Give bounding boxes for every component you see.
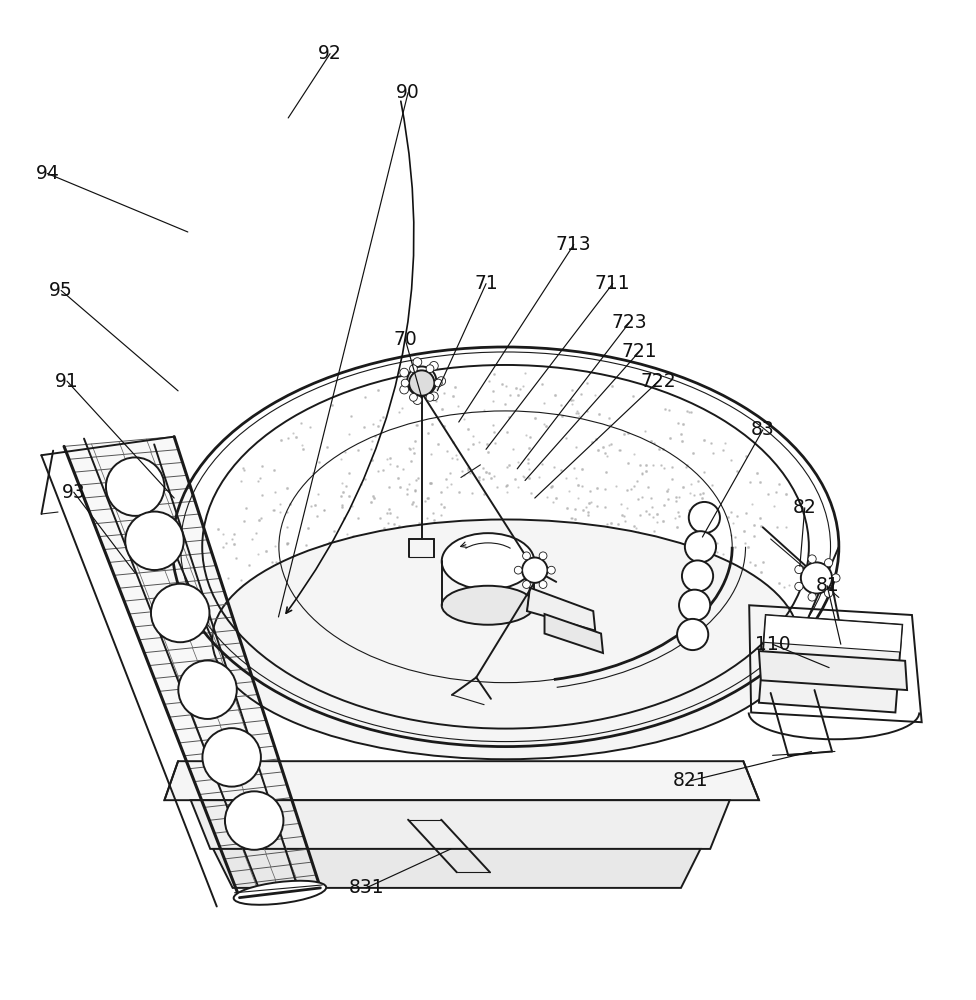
Circle shape <box>434 379 442 387</box>
Circle shape <box>689 502 720 533</box>
Circle shape <box>125 512 183 570</box>
Circle shape <box>522 581 530 588</box>
Text: 70: 70 <box>393 330 417 349</box>
Polygon shape <box>190 800 730 849</box>
Circle shape <box>522 558 548 583</box>
Circle shape <box>794 565 803 574</box>
Circle shape <box>413 396 422 404</box>
Text: 721: 721 <box>622 342 657 361</box>
Circle shape <box>808 593 816 601</box>
Text: 91: 91 <box>55 372 79 391</box>
Circle shape <box>539 581 547 588</box>
Circle shape <box>409 370 434 396</box>
Circle shape <box>832 574 840 582</box>
Text: 831: 831 <box>348 878 384 897</box>
Circle shape <box>413 358 422 366</box>
Text: 92: 92 <box>318 44 342 63</box>
Circle shape <box>685 531 716 562</box>
Circle shape <box>539 552 547 560</box>
Polygon shape <box>527 588 595 631</box>
Circle shape <box>106 457 164 516</box>
Text: 821: 821 <box>672 771 709 790</box>
Circle shape <box>514 566 522 574</box>
Polygon shape <box>213 849 701 888</box>
Circle shape <box>794 582 803 591</box>
Text: 71: 71 <box>474 274 498 293</box>
Circle shape <box>801 562 832 594</box>
Circle shape <box>407 366 436 396</box>
Circle shape <box>677 619 709 650</box>
Polygon shape <box>759 651 907 690</box>
Polygon shape <box>764 615 902 652</box>
Circle shape <box>679 590 711 621</box>
Circle shape <box>400 368 409 377</box>
Ellipse shape <box>212 519 799 759</box>
Circle shape <box>825 589 833 597</box>
Circle shape <box>548 566 555 574</box>
Ellipse shape <box>442 533 534 590</box>
Circle shape <box>202 728 261 787</box>
Circle shape <box>179 660 237 719</box>
Circle shape <box>682 560 713 592</box>
Polygon shape <box>759 615 902 712</box>
Circle shape <box>410 393 418 401</box>
Text: 82: 82 <box>793 498 817 517</box>
Circle shape <box>427 365 434 373</box>
Circle shape <box>437 377 446 385</box>
Text: 723: 723 <box>612 313 647 332</box>
Circle shape <box>427 393 434 401</box>
Text: 93: 93 <box>61 483 86 502</box>
Text: 90: 90 <box>396 83 420 102</box>
Polygon shape <box>64 437 320 898</box>
Ellipse shape <box>442 586 534 625</box>
Text: 94: 94 <box>35 164 60 183</box>
Circle shape <box>401 379 409 387</box>
Circle shape <box>808 555 816 563</box>
Circle shape <box>825 559 833 567</box>
Ellipse shape <box>233 881 326 905</box>
Circle shape <box>429 392 438 401</box>
Circle shape <box>151 584 210 642</box>
Text: 110: 110 <box>754 635 791 654</box>
Polygon shape <box>164 761 759 800</box>
Circle shape <box>400 385 409 394</box>
Circle shape <box>522 552 530 560</box>
Circle shape <box>224 791 283 850</box>
Text: 711: 711 <box>595 274 630 293</box>
Circle shape <box>429 361 438 370</box>
Text: 713: 713 <box>556 235 591 254</box>
Circle shape <box>410 365 418 373</box>
Text: 83: 83 <box>751 420 775 439</box>
Text: 722: 722 <box>641 372 676 391</box>
Text: 81: 81 <box>815 576 839 595</box>
Polygon shape <box>545 614 603 653</box>
Text: 95: 95 <box>49 281 73 300</box>
